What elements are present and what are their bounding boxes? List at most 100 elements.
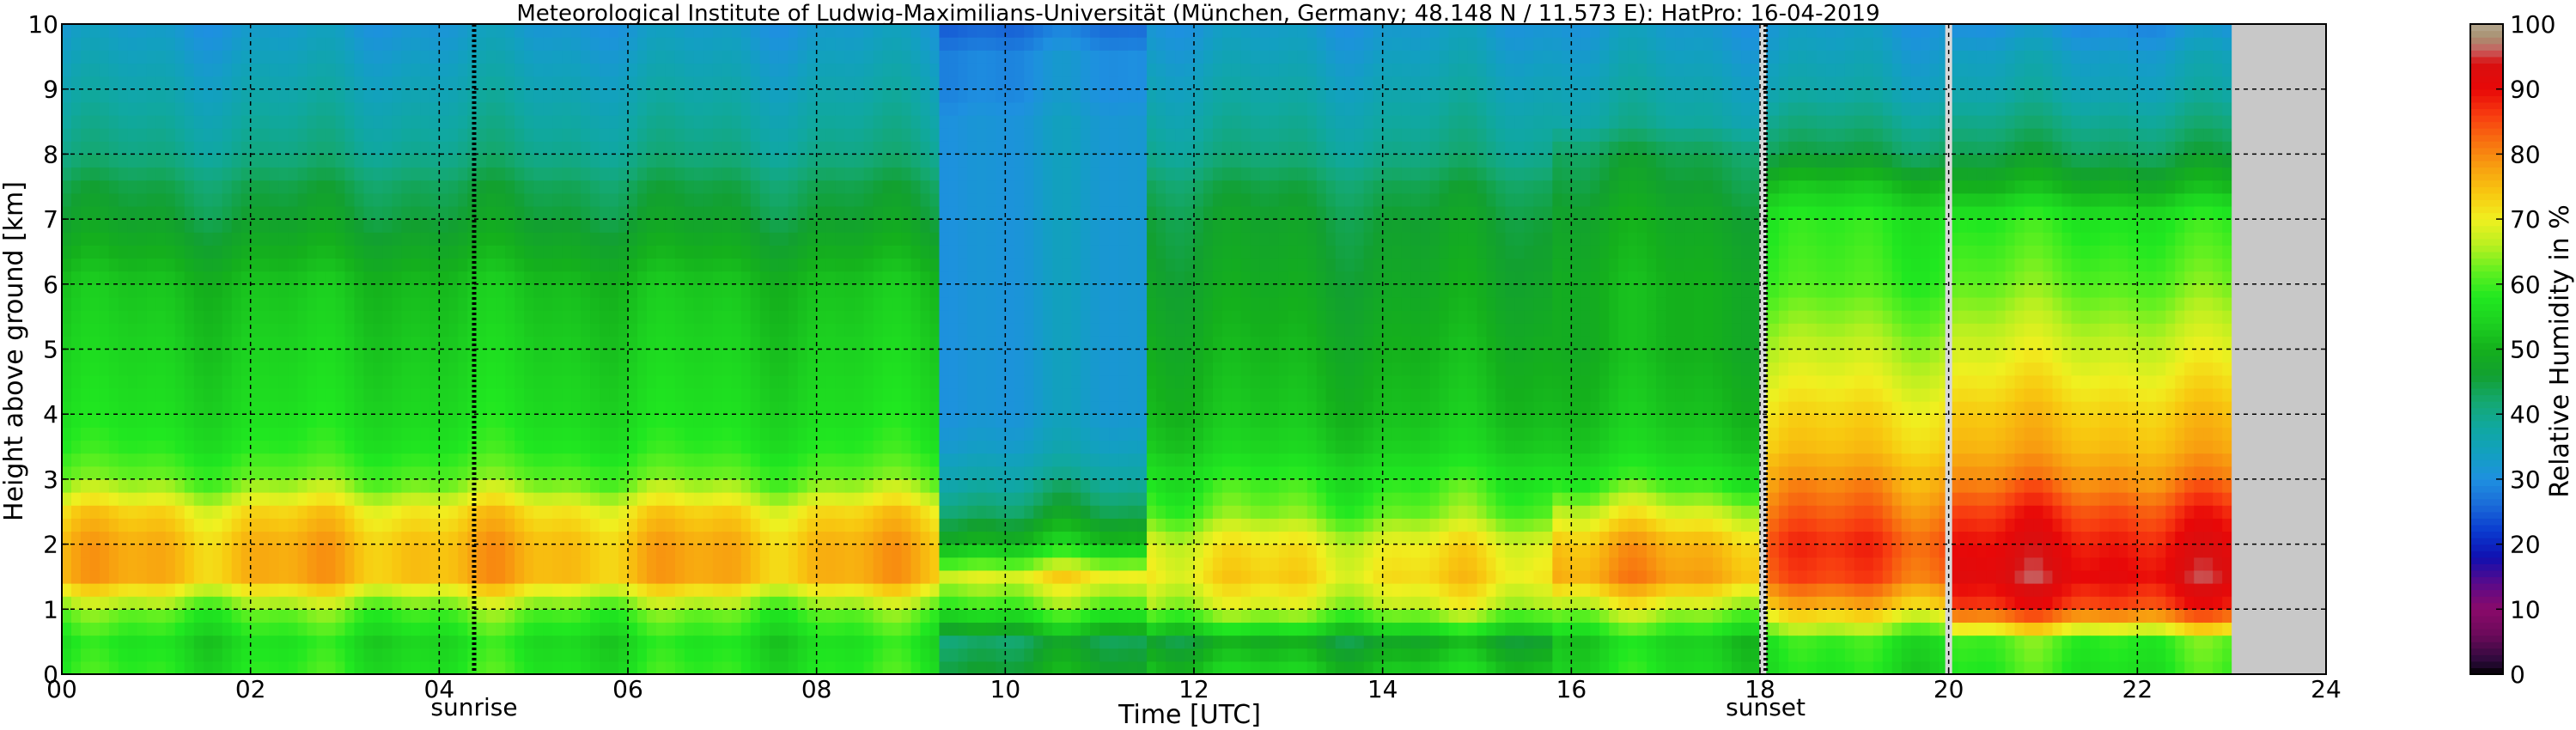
heatmap-cell bbox=[590, 336, 600, 350]
heatmap-cell bbox=[250, 205, 261, 220]
heatmap-cell bbox=[693, 518, 704, 532]
heatmap-cell bbox=[854, 531, 865, 545]
heatmap-cell bbox=[863, 63, 874, 77]
heatmap-cell bbox=[571, 635, 582, 649]
heatmap-cell bbox=[665, 505, 676, 519]
heatmap-cell bbox=[373, 401, 384, 415]
heatmap-cell bbox=[137, 387, 148, 402]
heatmap-cell bbox=[363, 569, 375, 584]
heatmap-cell bbox=[137, 440, 148, 454]
heatmap-cell bbox=[543, 310, 553, 324]
heatmap-cell bbox=[807, 569, 818, 584]
heatmap-cell bbox=[392, 648, 402, 662]
heatmap-cell bbox=[288, 258, 299, 272]
heatmap-cell bbox=[354, 179, 365, 194]
heatmap-cell bbox=[155, 609, 167, 624]
heatmap-cell bbox=[448, 362, 459, 376]
heatmap-cell bbox=[807, 492, 818, 506]
heatmap-cell bbox=[439, 88, 449, 103]
heatmap-cell bbox=[892, 114, 903, 129]
heatmap-cell bbox=[118, 544, 129, 558]
heatmap-cell bbox=[901, 622, 912, 636]
heatmap-cell bbox=[486, 128, 496, 142]
heatmap-cell bbox=[373, 387, 384, 402]
heatmap-cell bbox=[269, 374, 280, 389]
heatmap-cell bbox=[977, 569, 987, 584]
heatmap-cell bbox=[458, 310, 468, 324]
heatmap-cell bbox=[335, 557, 346, 571]
heatmap-cell bbox=[62, 50, 72, 64]
heatmap-cell bbox=[524, 362, 534, 376]
heatmap-cell bbox=[250, 440, 261, 454]
heatmap-cell bbox=[382, 518, 393, 532]
heatmap-cell bbox=[807, 245, 818, 259]
heatmap-cell bbox=[882, 114, 893, 129]
heatmap-cell bbox=[844, 453, 856, 467]
heatmap-cell bbox=[543, 401, 553, 415]
heatmap-cell bbox=[628, 205, 638, 220]
heatmap-cell bbox=[288, 349, 299, 363]
heatmap-cell bbox=[212, 296, 223, 311]
heatmap-cell bbox=[62, 88, 72, 103]
heatmap-cell bbox=[108, 569, 119, 584]
heatmap-cell bbox=[70, 179, 82, 194]
heatmap-cell bbox=[863, 283, 874, 298]
heatmap-cell bbox=[665, 518, 676, 532]
heatmap-cell bbox=[458, 245, 468, 259]
heatmap-cell bbox=[844, 219, 856, 233]
heatmap-cell bbox=[411, 219, 421, 233]
heatmap-cell bbox=[212, 88, 223, 103]
heatmap-cell bbox=[618, 557, 629, 571]
heatmap-cell bbox=[89, 128, 100, 142]
heatmap-cell bbox=[581, 192, 591, 207]
heatmap-cell bbox=[174, 635, 186, 649]
heatmap-cell bbox=[382, 88, 393, 103]
heatmap-cell bbox=[269, 101, 280, 116]
heatmap-cell bbox=[392, 505, 402, 519]
heatmap-cell bbox=[892, 492, 903, 506]
heatmap-cell bbox=[788, 323, 799, 337]
heatmap-cell bbox=[562, 362, 572, 376]
heatmap-cell bbox=[825, 310, 837, 324]
heatmap-cell bbox=[373, 128, 384, 142]
heatmap-cell bbox=[250, 414, 261, 428]
heatmap-cell bbox=[250, 505, 261, 519]
heatmap-cell bbox=[722, 323, 733, 337]
heatmap-cell bbox=[769, 24, 780, 38]
heatmap-cell bbox=[203, 101, 214, 116]
heatmap-cell bbox=[420, 465, 430, 480]
heatmap-cell bbox=[344, 583, 356, 597]
heatmap-cell bbox=[939, 544, 950, 558]
heatmap-cell bbox=[203, 167, 214, 181]
heatmap-cell bbox=[165, 465, 176, 480]
heatmap-cell bbox=[165, 63, 176, 77]
heatmap-cell bbox=[863, 245, 874, 259]
heatmap-cell bbox=[486, 296, 496, 311]
heatmap-cell bbox=[373, 271, 384, 285]
heatmap-cell bbox=[920, 101, 931, 116]
heatmap-cell bbox=[600, 192, 610, 207]
heatmap-cell bbox=[307, 310, 318, 324]
heatmap-cell bbox=[693, 141, 704, 155]
heatmap-cell bbox=[863, 387, 874, 402]
heatmap-cell bbox=[665, 271, 676, 285]
heatmap-cell bbox=[901, 387, 912, 402]
heatmap-cell bbox=[788, 101, 799, 116]
heatmap-cell bbox=[939, 478, 950, 493]
heatmap-cell bbox=[344, 544, 356, 558]
heatmap-cell bbox=[477, 635, 487, 649]
heatmap-cell bbox=[958, 492, 968, 506]
heatmap-cell bbox=[155, 492, 167, 506]
heatmap-cell bbox=[986, 63, 996, 77]
heatmap-cell bbox=[674, 283, 685, 298]
heatmap-cell bbox=[326, 24, 337, 38]
heatmap-cell bbox=[515, 648, 525, 662]
heatmap-cell bbox=[533, 440, 544, 454]
heatmap-cell bbox=[844, 37, 856, 51]
heatmap-cell bbox=[693, 24, 704, 38]
heatmap-cell bbox=[665, 179, 676, 194]
heatmap-cell bbox=[854, 179, 865, 194]
heatmap-cell bbox=[127, 401, 138, 415]
heatmap-cell bbox=[411, 544, 421, 558]
heatmap-cell bbox=[920, 205, 931, 220]
